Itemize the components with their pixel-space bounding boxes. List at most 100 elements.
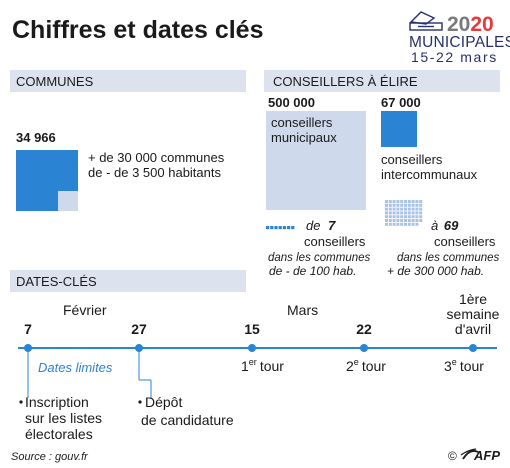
councillor-dot [385, 200, 388, 203]
councillor-dot [270, 226, 274, 230]
councillor-dot [385, 207, 388, 211]
small-count: 7 [328, 218, 336, 233]
intercommunaux-square [381, 111, 417, 147]
timeline-dot-april [469, 344, 477, 352]
councillor-dot [385, 203, 388, 207]
municipaux-label-line1: conseillers [271, 115, 333, 130]
councillor-dot [396, 200, 400, 203]
tick-label-7: 7 [24, 321, 32, 337]
councillor-dot [400, 219, 404, 222]
timeline-dot-15 [248, 344, 256, 352]
councillor-dot [396, 215, 400, 219]
tick-label-april-line3: d'avril [455, 321, 491, 337]
councillor-dot [388, 222, 392, 226]
municipaux-count: 500 000 [268, 95, 315, 110]
svg-text:à 69: à 69 [431, 218, 459, 233]
councillor-dot [396, 207, 400, 211]
councillor-dot [392, 222, 396, 226]
councillor-dot [415, 215, 419, 219]
small-sub2: de - de 100 hab. [269, 264, 356, 278]
councillor-dot [411, 203, 415, 207]
councillor-dot [411, 215, 415, 219]
page-title: Chiffres et dates clés [12, 16, 264, 44]
councillor-dot [400, 207, 404, 211]
councillor-dot [415, 222, 419, 226]
councillor-dot [385, 219, 388, 222]
councillor-dot [419, 207, 423, 211]
councillor-dot [419, 200, 423, 203]
councillor-dot [400, 215, 404, 219]
month-february: Février [63, 302, 107, 318]
tour-2-word: tour [362, 358, 386, 374]
timeline-dot-22 [360, 344, 368, 352]
councillor-dot [407, 222, 411, 226]
tick-label-april-line1: 1ère [459, 291, 487, 307]
councillor-dot [392, 211, 396, 215]
councillor-dot [274, 226, 278, 230]
tick-label-22: 22 [356, 321, 372, 337]
tour-1-num: 1 [241, 358, 249, 374]
tour-3-word: tour [460, 358, 484, 374]
councillor-dot [415, 200, 419, 203]
large-sub1: dans les communes [397, 252, 500, 264]
councillor-dot [385, 211, 388, 215]
councillor-dot [411, 211, 415, 215]
intercommunaux-label-line2: intercommunaux [381, 167, 478, 182]
afp-wordmark: AFP [473, 448, 500, 463]
communes-header: COMMUNES [16, 74, 94, 89]
councillor-dot [411, 219, 415, 222]
afp-logo: AFP [460, 448, 500, 463]
councillor-dot [407, 203, 411, 207]
dates-header-band [10, 270, 246, 292]
large-prefix: à [431, 218, 438, 233]
tick-label-april-line2: semaine [447, 306, 500, 322]
councillor-dot [419, 215, 423, 219]
small-label: conseillers [304, 234, 366, 249]
municipales-logo: 2020 MUNICIPALES 15-22 mars [409, 11, 510, 65]
councillor-dot [404, 215, 407, 219]
councillor-dot [404, 211, 407, 215]
councillor-dot [396, 211, 400, 215]
inscription-bullet [19, 400, 23, 404]
municipaux-label-line2: municipaux [271, 130, 337, 145]
councillor-dot [400, 200, 404, 203]
councillor-dot [419, 211, 423, 215]
large-sub2: + de 300 000 hab. [387, 264, 484, 278]
councillor-dot [400, 211, 404, 215]
councillor-dot [419, 203, 423, 207]
inscription-line1: Inscription [25, 394, 89, 410]
logo-dates: 15-22 mars [411, 49, 498, 65]
councillor-dot [291, 226, 295, 230]
councillor-dot [388, 203, 392, 207]
councillor-dot [392, 219, 396, 222]
councillor-dot [396, 219, 400, 222]
councillor-dot [385, 215, 388, 219]
inscription-line2: sur les listes [25, 410, 102, 426]
councillor-dot [400, 222, 404, 226]
intercommunaux-label-line1: conseillers [381, 152, 443, 167]
councillor-dot [415, 203, 419, 207]
councillor-dot [415, 211, 419, 215]
councillor-dot [415, 219, 419, 222]
svg-text:de 7: de 7 [306, 218, 336, 233]
communes-header-band [10, 70, 246, 92]
councillor-dot [404, 207, 407, 211]
large-count: 69 [444, 218, 459, 233]
inscription-line3: électorales [25, 426, 93, 442]
copyright-symbol: © [448, 449, 457, 463]
communes-desc-line1: + de 30 000 communes [88, 150, 225, 165]
tour-2-sup: e [354, 357, 359, 367]
councillor-dot [392, 207, 396, 211]
councillor-dot [400, 203, 404, 207]
tour-1-word: tour [260, 358, 284, 374]
councillor-dot [396, 222, 400, 226]
councillor-dot [396, 203, 400, 207]
councillor-dot [392, 215, 396, 219]
councillor-dot [407, 211, 411, 215]
logo-year-suffix: 20 [470, 13, 493, 36]
conseillers-header-band [264, 70, 500, 92]
councillor-dot [407, 200, 411, 203]
